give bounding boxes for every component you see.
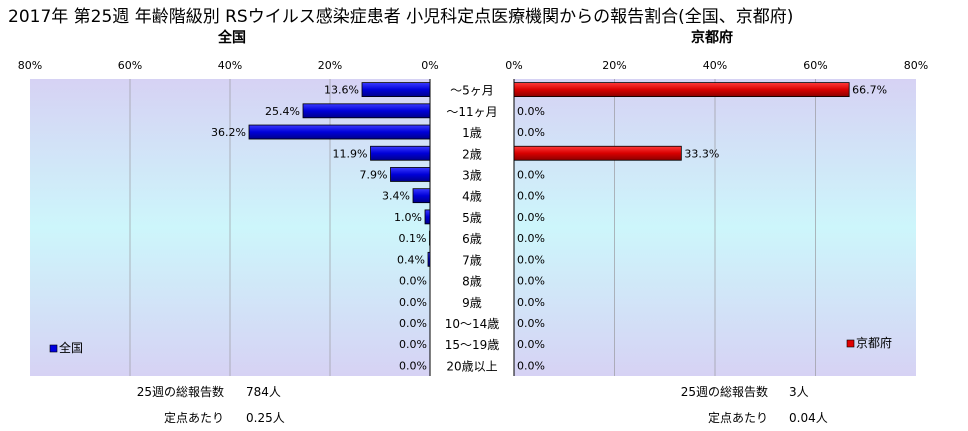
left-x-tick-label: 20%: [318, 59, 342, 72]
left-bar: [361, 82, 431, 98]
category-label: 6歳: [462, 232, 482, 246]
left-report-label: 25週の総報告数: [137, 384, 224, 399]
right-bar-value-label: 66.7%: [852, 84, 887, 97]
right-report-value: 3人: [789, 385, 809, 399]
left-per-site-value: 0.25人: [246, 411, 285, 425]
left-bar: [248, 124, 431, 140]
bar-marks: 13.6% 66.7% 25.4% 0.0% 36.2% 0.0% 11.9% 33.3% 7.…: [211, 82, 887, 372]
left-bar-value-label: 11.9%: [333, 147, 368, 160]
right-x-tick-label: 40%: [703, 59, 727, 72]
left-bar: [427, 251, 431, 267]
left-bar-value-label: 0.0%: [399, 317, 427, 330]
right-bar-value-label: 0.0%: [517, 211, 545, 224]
left-x-tick-label: 0%: [421, 59, 438, 72]
left-bar-value-label: 25.4%: [265, 105, 300, 118]
right-bar-value-label: 0.0%: [517, 168, 545, 181]
left-bar-value-label: 0.0%: [399, 359, 427, 372]
right-bar-value-label: 0.0%: [517, 296, 545, 309]
category-label: 8歳: [462, 275, 482, 289]
left-bar-value-label: 0.1%: [399, 232, 427, 245]
right-bar-value-label: 0.0%: [517, 338, 545, 351]
right-bar-value-label: 0.0%: [517, 275, 545, 288]
left-bar-value-label: 13.6%: [324, 84, 359, 97]
right-x-tick-label: 20%: [602, 59, 626, 72]
left-bar-value-label: 3.4%: [382, 190, 410, 203]
category-label: ～11ヶ月: [446, 105, 497, 119]
left-panel-title: 全国: [217, 29, 246, 46]
right-report-label: 25週の総報告数: [681, 384, 768, 399]
category-label: 5歳: [462, 211, 482, 225]
left-legend-label: 全国: [59, 340, 83, 355]
right-bar-value-label: 0.0%: [517, 190, 545, 203]
right-bar-value-label: 0.0%: [517, 317, 545, 330]
left-legend-swatch: [49, 344, 58, 353]
right-legend-swatch: [846, 339, 855, 348]
left-bar-value-label: 0.4%: [397, 253, 425, 266]
right-bar-value-label: 0.0%: [517, 126, 545, 139]
right-bar-value-label: 0.0%: [517, 105, 545, 118]
right-bar-value-label: 0.0%: [517, 253, 545, 266]
right-per-site-value: 0.04人: [789, 411, 828, 425]
left-bar-value-label: 0.0%: [399, 296, 427, 309]
axis-tick-labels: 0% 20% 40% 60% 80% 0% 20% 40% 60% 80%: [18, 59, 928, 72]
left-bar: [429, 230, 431, 246]
category-label: 2歳: [462, 147, 482, 161]
category-label: 7歳: [462, 253, 482, 267]
category-label: 20歳以上: [446, 359, 497, 373]
category-label: 15～19歳: [445, 338, 500, 352]
left-bar-value-label: 0.0%: [399, 338, 427, 351]
grid-lines: [129, 79, 816, 376]
left-per-site-label: 定点あたり: [164, 410, 224, 425]
category-labels: ～5ヶ月 ～11ヶ月 1歳 2歳 3歳 4歳 5歳 6歳 7歳 8歳 9歳 10～14歳 15～19歳 2…: [445, 84, 500, 374]
right-bar-value-label: 33.3%: [684, 147, 719, 160]
left-bar: [412, 188, 431, 204]
right-bar-value-label: 0.0%: [517, 232, 545, 245]
chart-title: 2017年 第25週 年齢階級別 RSウイルス感染症患者 小児科定点医療機関から…: [8, 7, 793, 27]
right-per-site-label: 定点あたり: [708, 410, 768, 425]
left-bar: [390, 167, 431, 182]
right-x-tick-label: 60%: [803, 59, 827, 72]
right-bar: [513, 145, 682, 161]
left-bar-value-label: 36.2%: [211, 126, 246, 139]
right-bar-value-label: 0.0%: [517, 359, 545, 372]
left-x-tick-label: 80%: [18, 59, 42, 72]
left-bar: [302, 103, 431, 119]
right-x-tick-label: 80%: [904, 59, 928, 72]
right-legend-label: 京都府: [856, 335, 892, 350]
left-x-tick-label: 40%: [218, 59, 242, 72]
left-report-value: 784人: [246, 385, 281, 399]
left-bar-value-label: 7.9%: [360, 168, 388, 181]
left-bar-value-label: 1.0%: [394, 211, 422, 224]
category-label: 3歳: [462, 168, 482, 182]
category-label: 4歳: [462, 190, 482, 204]
category-label: 10～14歳: [445, 317, 500, 331]
right-x-tick-label: 0%: [505, 59, 522, 72]
left-bar: [424, 209, 431, 225]
category-label: 9歳: [462, 296, 482, 310]
right-bar: [513, 82, 850, 98]
left-bar-value-label: 0.0%: [399, 275, 427, 288]
category-label: 1歳: [462, 126, 482, 140]
category-label: ～5ヶ月: [450, 84, 494, 98]
right-panel-title: 京都府: [691, 29, 733, 46]
left-x-tick-label: 60%: [118, 59, 142, 72]
left-bar: [370, 145, 431, 161]
